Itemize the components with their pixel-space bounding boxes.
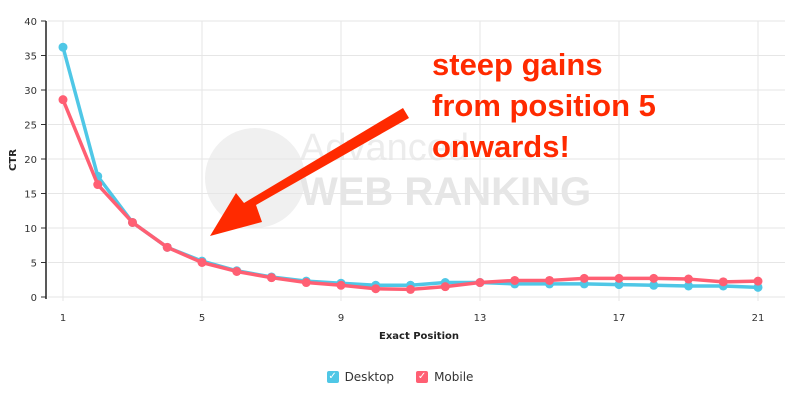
x-tick-label: 21 [752,313,765,324]
annotation-line: steep gains [432,47,603,82]
legend-label: Mobile [434,370,474,384]
y-tick-label: 40 [24,17,37,28]
data-point-mobile [162,242,172,252]
data-point-mobile [545,275,554,285]
checkbox-icon[interactable]: ✓ [416,371,429,383]
data-point-desktop [649,280,659,290]
data-point-mobile [267,273,276,283]
data-point-desktop [753,282,763,292]
data-point-mobile [128,217,137,227]
x-tick-label: 5 [199,313,205,324]
x-tick-label: 13 [474,313,487,324]
checkbox-icon[interactable]: ✓ [326,371,339,383]
y-tick-label: 5 [31,259,37,270]
data-point-mobile [440,282,450,292]
y-tick-label: 10 [24,224,37,235]
annotation: steep gains from position 5 onwards! [432,44,656,167]
data-point-mobile [406,284,415,294]
y-tick-label: 20 [24,155,37,166]
y-tick-label: 15 [24,190,37,201]
annotation-arrow-icon [210,108,409,236]
data-point-mobile [58,95,68,105]
data-point-mobile [93,180,103,190]
data-point-mobile [718,277,728,287]
data-point-mobile [614,273,624,283]
y-tick-label: 25 [24,121,37,132]
y-tick-label: 30 [24,86,37,97]
data-point-mobile [684,274,693,284]
x-tick-label: 1 [60,313,66,324]
legend: ✓ Desktop ✓ Mobile [0,370,800,384]
data-point-mobile [232,266,242,276]
y-tick-label: 0 [31,293,37,304]
y-axis-label: CTR [8,149,19,171]
legend-item-desktop[interactable]: ✓ Desktop [326,370,395,384]
data-point-mobile [753,276,763,286]
data-point-mobile [649,273,659,283]
data-point-mobile [579,273,589,283]
x-tick-label: 9 [338,313,344,324]
data-point-desktop [614,280,624,290]
legend-label: Desktop [344,370,395,384]
data-point-mobile [475,278,485,288]
data-point-mobile [371,284,381,294]
data-point-mobile [197,258,207,267]
x-axis-label: Exact Position [379,331,459,342]
annotation-line: onwards! [432,129,570,164]
x-tick-label: 17 [613,313,626,324]
data-point-desktop [58,42,68,52]
data-point-mobile [301,278,311,288]
y-tick-label: 35 [24,52,37,63]
data-point-mobile [510,275,520,285]
annotation-line: from position 5 [432,88,656,123]
data-point-desktop [684,281,693,291]
data-point-mobile [336,280,346,290]
legend-item-mobile[interactable]: ✓ Mobile [416,370,473,384]
watermark-text: WEB RANKING [300,170,591,214]
